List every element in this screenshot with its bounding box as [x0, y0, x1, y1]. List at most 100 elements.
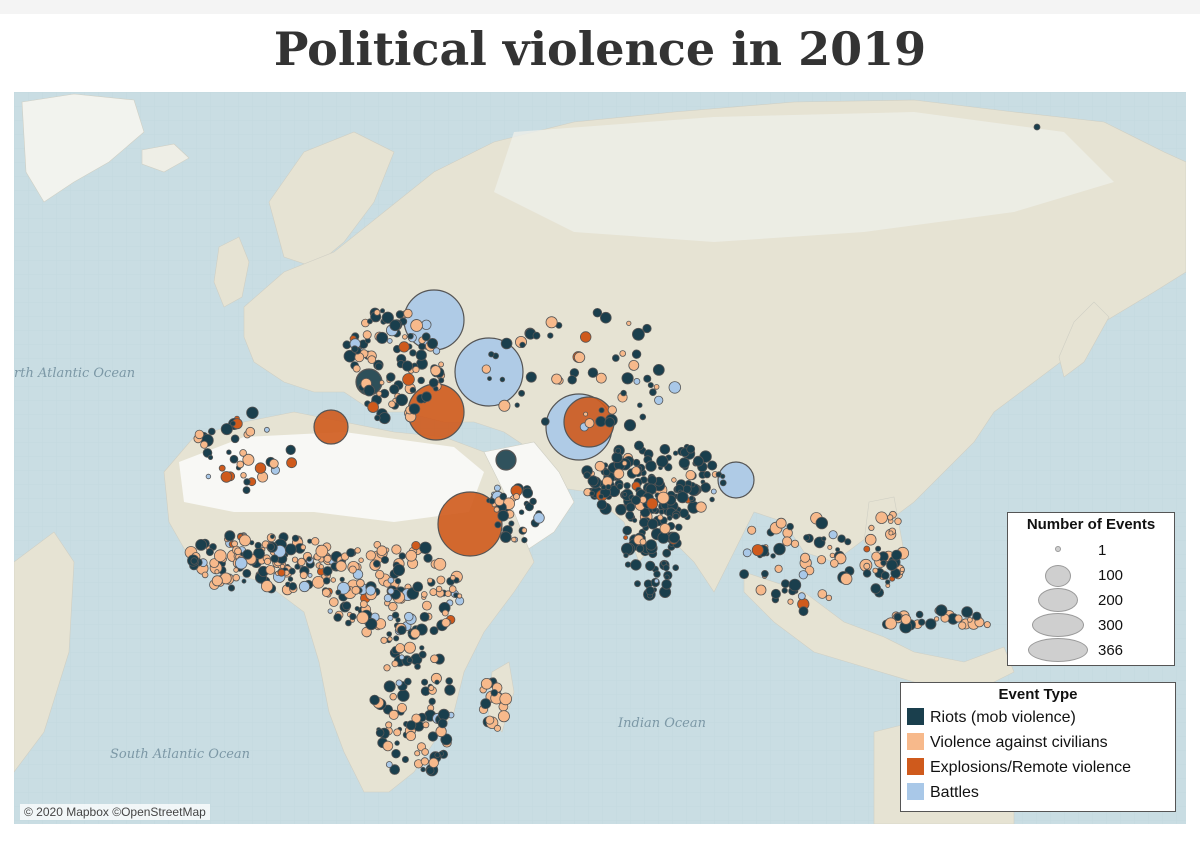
event-marker — [634, 580, 641, 588]
event-marker — [864, 533, 877, 546]
landmass-scandinavia — [268, 131, 395, 268]
event-marker — [645, 586, 655, 596]
event-marker — [448, 585, 457, 593]
event-marker — [242, 453, 255, 466]
event-marker — [307, 572, 313, 578]
event-marker — [625, 502, 636, 513]
event-marker — [379, 308, 385, 314]
event-marker — [620, 389, 627, 397]
event-marker — [493, 484, 501, 492]
event-marker — [529, 497, 537, 506]
event-marker — [803, 534, 810, 542]
event-marker — [600, 484, 607, 491]
event-marker — [224, 530, 236, 542]
event-marker — [693, 455, 704, 467]
event-marker — [437, 718, 448, 729]
event-marker — [284, 543, 297, 556]
event-marker — [369, 694, 380, 706]
event-marker — [639, 538, 647, 546]
event-marker — [664, 574, 670, 580]
event-marker — [863, 562, 871, 570]
legend-label: Violence against civilians — [930, 734, 1108, 751]
size-legend-label: 1 — [1098, 542, 1107, 559]
map-view[interactable]: rth Atlantic Ocean South Atlantic Ocean … — [14, 92, 1186, 824]
event-marker — [242, 568, 252, 578]
event-marker — [342, 601, 352, 611]
event-marker — [592, 307, 603, 318]
event-marker — [497, 710, 510, 723]
event-marker — [288, 582, 297, 591]
legend-item-explosions[interactable]: Explosions/Remote violence — [907, 758, 1131, 782]
event-marker — [835, 547, 840, 553]
event-marker — [626, 320, 632, 326]
legend-swatch — [907, 783, 924, 800]
event-marker — [647, 475, 658, 486]
legend-swatch — [907, 708, 924, 725]
map-attribution[interactable]: © 2020 Mapbox ©OpenStreetMap — [20, 804, 210, 820]
event-marker — [429, 626, 439, 635]
size-symbol — [1032, 613, 1084, 637]
event-marker — [346, 548, 356, 558]
event-marker — [863, 545, 871, 553]
event-marker — [323, 577, 331, 585]
event-marker — [623, 482, 631, 490]
event-marker — [837, 534, 846, 543]
event-marker — [379, 379, 385, 386]
event-marker — [487, 376, 492, 382]
event-marker — [891, 549, 902, 561]
event-marker — [194, 429, 205, 440]
event-marker — [365, 585, 376, 596]
event-marker — [328, 597, 339, 607]
event-marker — [406, 720, 417, 731]
event-marker — [710, 488, 717, 495]
event-marker — [367, 355, 377, 364]
event-marker — [817, 589, 828, 599]
legend-label: Explosions/Remote violence — [930, 759, 1131, 776]
event-marker — [815, 516, 829, 530]
event-marker — [829, 559, 839, 568]
event-marker — [436, 575, 446, 585]
event-marker — [521, 536, 528, 544]
event-marker — [933, 616, 940, 622]
event-marker — [659, 523, 671, 535]
event-marker — [647, 382, 654, 389]
event-marker — [366, 318, 373, 325]
event-marker — [386, 338, 393, 344]
event-marker — [438, 377, 445, 384]
event-marker — [786, 522, 794, 531]
event-marker — [497, 509, 510, 522]
event-marker — [245, 426, 256, 437]
event-marker — [404, 611, 414, 622]
size-symbol — [1045, 565, 1071, 587]
event-marker — [797, 592, 806, 601]
event-marker — [395, 679, 403, 687]
event-marker — [218, 464, 226, 472]
event-marker — [604, 417, 615, 428]
event-marker — [844, 538, 852, 546]
event-marker — [208, 427, 216, 436]
event-marker — [685, 469, 696, 481]
event-marker — [402, 373, 415, 386]
event-marker — [417, 376, 425, 385]
event-marker — [488, 351, 495, 358]
event-marker — [322, 566, 333, 576]
event-marker — [755, 584, 767, 596]
event-marker — [387, 576, 395, 584]
event-marker — [385, 721, 393, 729]
legend-item-battles[interactable]: Battles — [907, 783, 979, 807]
event-type-legend: Event Type Riots (mob violence) Violence… — [900, 682, 1176, 812]
event-marker — [411, 540, 421, 551]
event-marker — [403, 641, 416, 654]
legend-item-riots[interactable]: Riots (mob violence) — [907, 708, 1076, 732]
event-marker — [774, 564, 783, 573]
event-marker — [264, 557, 272, 565]
page-title: Political violence in 2019 — [273, 22, 927, 76]
event-marker — [299, 571, 308, 580]
legend-item-violence-against-civilians[interactable]: Violence against civilians — [907, 733, 1108, 757]
event-marker — [246, 406, 259, 420]
event-marker — [232, 574, 240, 582]
event-marker — [365, 550, 376, 561]
event-marker — [700, 482, 711, 493]
event-marker — [742, 548, 752, 558]
event-marker — [407, 332, 414, 340]
